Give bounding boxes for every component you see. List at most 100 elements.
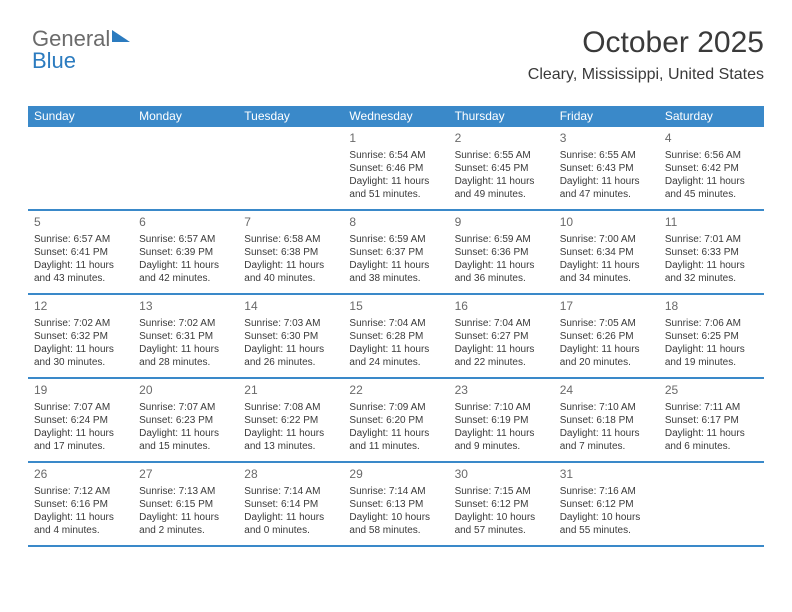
daylight-text: Daylight: 11 hours and 19 minutes.: [665, 343, 758, 369]
sunrise-text: Sunrise: 7:08 AM: [244, 401, 337, 414]
day-number: 10: [560, 215, 653, 231]
day-number: 27: [139, 467, 232, 483]
daylight-text: Daylight: 10 hours and 58 minutes.: [349, 511, 442, 537]
day-header-cell: Thursday: [449, 106, 554, 127]
daylight-text: Daylight: 11 hours and 24 minutes.: [349, 343, 442, 369]
day-number: 6: [139, 215, 232, 231]
day-number: 20: [139, 383, 232, 399]
day-number: 8: [349, 215, 442, 231]
sunset-text: Sunset: 6:14 PM: [244, 498, 337, 511]
month-title: October 2025: [528, 26, 764, 60]
daylight-text: Daylight: 11 hours and 15 minutes.: [139, 427, 232, 453]
day-number: 3: [560, 131, 653, 147]
weeks-container: 1Sunrise: 6:54 AMSunset: 6:46 PMDaylight…: [28, 127, 764, 547]
day-number: 5: [34, 215, 127, 231]
sunset-text: Sunset: 6:37 PM: [349, 246, 442, 259]
day-number: 28: [244, 467, 337, 483]
sunset-text: Sunset: 6:34 PM: [560, 246, 653, 259]
daylight-text: Daylight: 11 hours and 47 minutes.: [560, 175, 653, 201]
location-text: Cleary, Mississippi, United States: [528, 66, 764, 84]
sunrise-text: Sunrise: 7:16 AM: [560, 485, 653, 498]
sunrise-text: Sunrise: 7:04 AM: [455, 317, 548, 330]
day-number: 29: [349, 467, 442, 483]
day-cell: [28, 127, 133, 209]
sunrise-text: Sunrise: 7:02 AM: [34, 317, 127, 330]
brand-name-2: Blue: [32, 48, 76, 73]
sunrise-text: Sunrise: 6:54 AM: [349, 149, 442, 162]
sunrise-text: Sunrise: 7:00 AM: [560, 233, 653, 246]
daylight-text: Daylight: 11 hours and 49 minutes.: [455, 175, 548, 201]
sunset-text: Sunset: 6:39 PM: [139, 246, 232, 259]
daylight-text: Daylight: 11 hours and 13 minutes.: [244, 427, 337, 453]
daylight-text: Daylight: 11 hours and 32 minutes.: [665, 259, 758, 285]
day-cell: 9Sunrise: 6:59 AMSunset: 6:36 PMDaylight…: [449, 211, 554, 293]
day-number: 18: [665, 299, 758, 315]
day-number: 25: [665, 383, 758, 399]
day-cell: 16 Sunrise: 7:04 AMSunset: 6:27 PMDayligh…: [449, 295, 554, 377]
daylight-text: Daylight: 11 hours and 36 minutes.: [455, 259, 548, 285]
sunset-text: Sunset: 6:24 PM: [34, 414, 127, 427]
sunrise-text: Sunrise: 7:09 AM: [349, 401, 442, 414]
day-cell: 25Sunrise: 7:11 AMSunset: 6:17 PMDayligh…: [659, 379, 764, 461]
daylight-text: Daylight: 10 hours and 57 minutes.: [455, 511, 548, 537]
daylight-text: Daylight: 11 hours and 30 minutes.: [34, 343, 127, 369]
sunrise-text: Sunrise: 7:15 AM: [455, 485, 548, 498]
sunrise-text: Sunrise: 6:56 AM: [665, 149, 758, 162]
week-row: 5Sunrise: 6:57 AMSunset: 6:41 PMDaylight…: [28, 211, 764, 295]
daylight-text: Daylight: 11 hours and 20 minutes.: [560, 343, 653, 369]
day-cell: 30Sunrise: 7:15 AMSunset: 6:12 PMDayligh…: [449, 463, 554, 545]
sunset-text: Sunset: 6:43 PM: [560, 162, 653, 175]
sunrise-text: Sunrise: 7:03 AM: [244, 317, 337, 330]
sunset-text: Sunset: 6:12 PM: [560, 498, 653, 511]
day-header-cell: Monday: [133, 106, 238, 127]
sunset-text: Sunset: 6:27 PM: [455, 330, 548, 343]
day-cell: 2Sunrise: 6:55 AMSunset: 6:45 PMDaylight…: [449, 127, 554, 209]
sunrise-text: Sunrise: 7:02 AM: [139, 317, 232, 330]
sunset-text: Sunset: 6:15 PM: [139, 498, 232, 511]
daylight-text: Daylight: 11 hours and 4 minutes.: [34, 511, 127, 537]
daylight-text: Daylight: 11 hours and 22 minutes.: [455, 343, 548, 369]
daylight-text: Daylight: 11 hours and 0 minutes.: [244, 511, 337, 537]
day-header-cell: Friday: [554, 106, 659, 127]
day-cell: 7Sunrise: 6:58 AMSunset: 6:38 PMDaylight…: [238, 211, 343, 293]
daylight-text: Daylight: 11 hours and 45 minutes.: [665, 175, 758, 201]
week-row: 19Sunrise: 7:07 AMSunset: 6:24 PMDayligh…: [28, 379, 764, 463]
sunset-text: Sunset: 6:31 PM: [139, 330, 232, 343]
day-number: 17: [560, 299, 653, 315]
day-cell: 27Sunrise: 7:13 AMSunset: 6:15 PMDayligh…: [133, 463, 238, 545]
daylight-text: Daylight: 10 hours and 55 minutes.: [560, 511, 653, 537]
daylight-text: Daylight: 11 hours and 38 minutes.: [349, 259, 442, 285]
daylight-text: Daylight: 11 hours and 51 minutes.: [349, 175, 442, 201]
day-cell: 21Sunrise: 7:08 AMSunset: 6:22 PMDayligh…: [238, 379, 343, 461]
day-cell: 10Sunrise: 7:00 AMSunset: 6:34 PMDayligh…: [554, 211, 659, 293]
sunset-text: Sunset: 6:26 PM: [560, 330, 653, 343]
day-cell: 23Sunrise: 7:10 AMSunset: 6:19 PMDayligh…: [449, 379, 554, 461]
day-number: 22: [349, 383, 442, 399]
day-header-cell: Sunday: [28, 106, 133, 127]
day-number: 16: [455, 299, 548, 315]
sunset-text: Sunset: 6:13 PM: [349, 498, 442, 511]
sunrise-text: Sunrise: 7:04 AM: [349, 317, 442, 330]
day-cell: 4Sunrise: 6:56 AMSunset: 6:42 PMDaylight…: [659, 127, 764, 209]
day-cell: 28Sunrise: 7:14 AMSunset: 6:14 PMDayligh…: [238, 463, 343, 545]
day-number: 30: [455, 467, 548, 483]
day-number: 23: [455, 383, 548, 399]
brand-logo: General Blue: [32, 28, 130, 72]
day-number: 13: [139, 299, 232, 315]
day-cell: 22Sunrise: 7:09 AMSunset: 6:20 PMDayligh…: [343, 379, 448, 461]
sunset-text: Sunset: 6:20 PM: [349, 414, 442, 427]
sunset-text: Sunset: 6:25 PM: [665, 330, 758, 343]
day-header-cell: Saturday: [659, 106, 764, 127]
sunrise-text: Sunrise: 7:05 AM: [560, 317, 653, 330]
day-number: 1: [349, 131, 442, 147]
daylight-text: Daylight: 11 hours and 40 minutes.: [244, 259, 337, 285]
day-cell: 18Sunrise: 7:06 AMSunset: 6:25 PMDayligh…: [659, 295, 764, 377]
day-cell: 20Sunrise: 7:07 AMSunset: 6:23 PMDayligh…: [133, 379, 238, 461]
sunrise-text: Sunrise: 7:07 AM: [139, 401, 232, 414]
week-row: 12Sunrise: 7:02 AMSunset: 6:32 PMDayligh…: [28, 295, 764, 379]
daylight-text: Daylight: 11 hours and 9 minutes.: [455, 427, 548, 453]
daylight-text: Daylight: 11 hours and 28 minutes.: [139, 343, 232, 369]
day-number: 9: [455, 215, 548, 231]
daylight-text: Daylight: 11 hours and 6 minutes.: [665, 427, 758, 453]
day-cell: [238, 127, 343, 209]
